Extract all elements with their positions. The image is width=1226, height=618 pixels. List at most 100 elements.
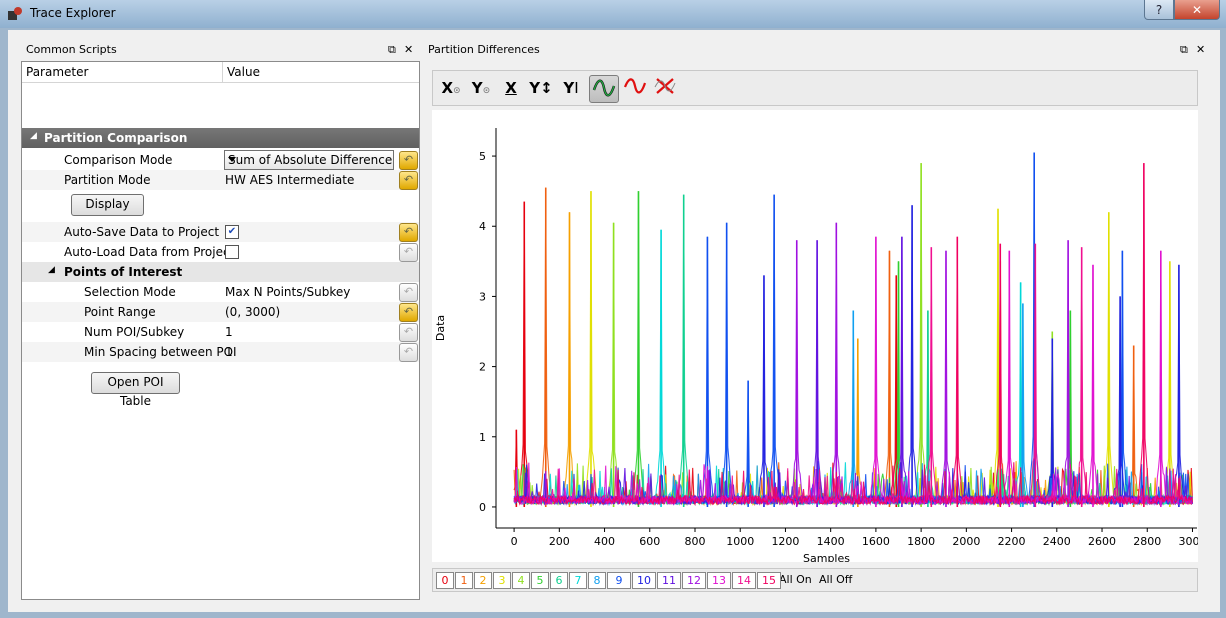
trace-toggle-5[interactable]: 5 [531,572,549,589]
dock-title-text: Common Scripts [26,43,117,56]
x-lock-icon[interactable]: X⊙ [441,79,461,97]
chevron-down-icon [228,157,236,162]
column-parameter[interactable]: Parameter [26,65,89,79]
trace-toggle-0[interactable]: 0 [436,572,454,589]
selection-mode-label: Selection Mode [84,285,176,299]
common-scripts-dock: Common Scripts ⧉ ✕ Parameter Value ◢ Par… [20,40,420,600]
window-title: Trace Explorer [30,6,116,20]
x-tick-label: 400 [594,535,615,548]
min-spacing-value[interactable]: 1 [225,345,233,359]
help-button[interactable]: ? [1144,0,1174,20]
trace-toggle-14[interactable]: 14 [732,572,756,589]
color-traces-icon[interactable] [621,75,649,101]
auto-save-row: Auto-Save Data to Project ✔ ↶ [22,222,419,242]
x-tick-label: 1000 [726,535,754,548]
y-tick-label: 1 [479,431,486,444]
partition-mode-row: Partition Mode HW AES Intermediate ↶ [22,170,419,190]
num-poi-row: Num POI/Subkey 1 ↶ [22,322,419,342]
group-points-of-interest[interactable]: ◢ Points of Interest [22,262,419,282]
x-tick-label: 200 [549,535,570,548]
clear-traces-icon[interactable] [651,75,679,101]
persistence-icon[interactable] [589,75,619,103]
trace-toggle-7[interactable]: 7 [569,572,587,589]
auto-load-label: Auto-Load Data from Project [64,245,235,259]
plot-area[interactable]: 0 200 400 600 800 1000 1200 1400 1600 1800 2000 220… [432,110,1206,565]
x-tick-label: 1400 [817,535,845,548]
window-controls: ? ✕ [1144,0,1220,20]
reset-icon[interactable]: ↶ [399,323,418,342]
y-lock-icon[interactable]: Y⊙ [471,79,491,97]
x-tick-label: 0 [511,535,518,548]
plot-toolbar: X⊙ Y⊙ X Y↕ YI [432,70,1198,106]
reset-icon[interactable]: ↶ [399,243,418,262]
partition-differences-chart[interactable]: 0 200 400 600 800 1000 1200 1400 1600 1800 2000 220… [432,110,1206,565]
trace-toggle-2[interactable]: 2 [474,572,492,589]
comparison-mode-select[interactable]: Sum of Absolute Difference [224,150,394,170]
trace-toggle-6[interactable]: 6 [550,572,568,589]
y-autoscale-icon[interactable]: Y↕ [529,79,553,97]
trace-legend-bar: All On All Off 0 1 2 3 4 5 6 7 8 9 10 11 12 13 14 15 [432,568,1198,592]
comparison-mode-label: Comparison Mode [64,153,173,167]
open-poi-table-button[interactable]: Open POI Table [91,372,180,408]
collapse-arrow-icon[interactable]: ◢ [48,265,55,275]
auto-save-checkbox[interactable]: ✔ [225,225,239,239]
all-on-button[interactable]: All On [779,573,812,586]
group-label: Partition Comparison [44,131,188,145]
y-tick-label: 5 [479,150,486,163]
num-poi-value[interactable]: 1 [225,325,233,339]
y-tick-label: 2 [479,361,486,374]
float-icon[interactable]: ⧉ [1180,43,1188,56]
x-tick-label: 1200 [771,535,799,548]
y-default-icon[interactable]: YI [563,79,579,97]
main-window-client: Common Scripts ⧉ ✕ Parameter Value ◢ Par… [8,30,1220,612]
trace-toggle-12[interactable]: 12 [682,572,706,589]
x-tick-label: 2400 [1043,535,1071,548]
all-off-button[interactable]: All Off [819,573,853,586]
close-button[interactable]: ✕ [1174,0,1220,20]
trace-toggle-3[interactable]: 3 [493,572,511,589]
point-range-value[interactable]: (0, 3000) [225,305,281,319]
trace-toggle-1[interactable]: 1 [455,572,473,589]
trace-toggle-4[interactable]: 4 [512,572,530,589]
auto-load-checkbox[interactable] [225,245,239,259]
trace-toggle-15[interactable]: 15 [757,572,781,589]
reset-icon[interactable]: ↶ [399,171,418,190]
x-tick-label: 600 [639,535,660,548]
min-spacing-row: Min Spacing between POI 1 ↶ [22,342,419,362]
x-autoscale-icon[interactable]: X [505,79,517,97]
close-icon[interactable]: ✕ [1196,43,1206,56]
title-bar: Trace Explorer ? ✕ [0,0,1226,28]
partition-mode-value[interactable]: HW AES Intermediate [225,173,355,187]
trace-toggle-9[interactable]: 9 [607,572,631,589]
reset-icon[interactable]: ↶ [399,151,418,170]
point-range-row: Point Range (0, 3000) ↶ [22,302,419,322]
reset-icon[interactable]: ↶ [399,303,418,322]
partition-differences-title-bar: Partition Differences ⧉ ✕ [422,40,1214,60]
trace-toggle-13[interactable]: 13 [707,572,731,589]
min-spacing-label: Min Spacing between POI [84,345,237,359]
trace-line-15 [513,163,1194,507]
reset-icon[interactable]: ↶ [399,283,418,302]
close-icon[interactable]: ✕ [404,43,414,56]
selection-mode-row: Selection Mode Max N Points/Subkey ↶ [22,282,419,302]
x-axis-label: Samples [803,552,850,562]
y-tick-label: 3 [479,290,486,303]
y-tick-label: 4 [479,220,486,233]
parameter-tree: Parameter Value ◢ Partition Comparison C… [21,61,420,600]
x-tick-label: 2200 [998,535,1026,548]
trace-toggle-10[interactable]: 10 [632,572,656,589]
num-poi-label: Num POI/Subkey [84,325,185,339]
reset-icon[interactable]: ↶ [399,223,418,242]
column-value[interactable]: Value [227,65,260,79]
float-icon[interactable]: ⧉ [388,43,396,56]
collapse-arrow-icon[interactable]: ◢ [30,131,37,141]
trace-toggle-11[interactable]: 11 [657,572,681,589]
group-partition-comparison[interactable]: ◢ Partition Comparison [22,128,419,148]
partition-mode-label: Partition Mode [64,173,151,187]
reset-icon[interactable]: ↶ [399,343,418,362]
group-label: Points of Interest [64,265,183,279]
selection-mode-value[interactable]: Max N Points/Subkey [225,285,351,299]
partition-differences-dock: Partition Differences ⧉ ✕ X⊙ Y⊙ X Y↕ YI … [422,40,1214,602]
trace-toggle-8[interactable]: 8 [588,572,606,589]
display-button[interactable]: Display [71,194,144,216]
